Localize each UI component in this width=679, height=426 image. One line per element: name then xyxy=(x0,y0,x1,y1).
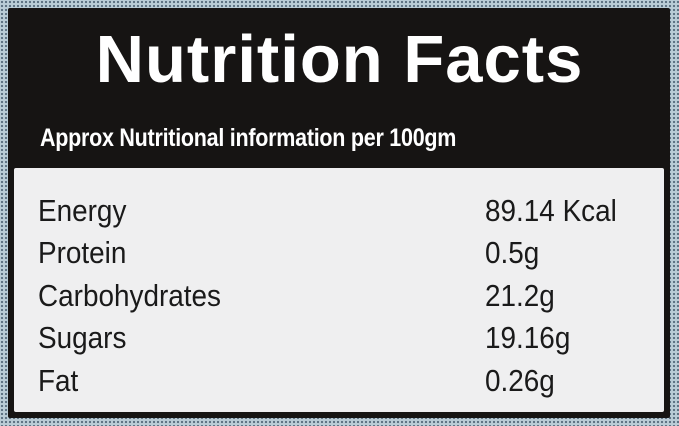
nutrient-value: 21.2g xyxy=(485,278,555,313)
table-row: Sugars 19.16g xyxy=(14,317,664,359)
table-row: Carbohydrates 21.2g xyxy=(14,275,664,317)
label-subtitle: Approx Nutritional information per 100gm xyxy=(40,124,457,152)
nutrient-value: 0.5g xyxy=(485,235,540,270)
nutrition-table: Energy 89.14 Kcal Protein 0.5g Carbohydr… xyxy=(14,168,664,412)
nutrient-name: Sugars xyxy=(38,320,127,355)
nutrient-name: Protein xyxy=(38,235,127,270)
table-row: Fat 0.26g xyxy=(14,360,664,402)
label-title: Nutrition Facts xyxy=(95,22,584,97)
table-row: Energy 89.14 Kcal xyxy=(14,190,664,232)
table-row: Protein 0.5g xyxy=(14,232,664,274)
nutrient-name: Energy xyxy=(38,193,127,228)
nutrient-value: 89.14 Kcal xyxy=(485,193,617,228)
nutrient-value: 0.26g xyxy=(485,363,555,398)
nutrient-name: Carbohydrates xyxy=(38,278,222,313)
nutrient-name: Fat xyxy=(38,363,79,398)
nutrient-value: 19.16g xyxy=(485,320,571,355)
